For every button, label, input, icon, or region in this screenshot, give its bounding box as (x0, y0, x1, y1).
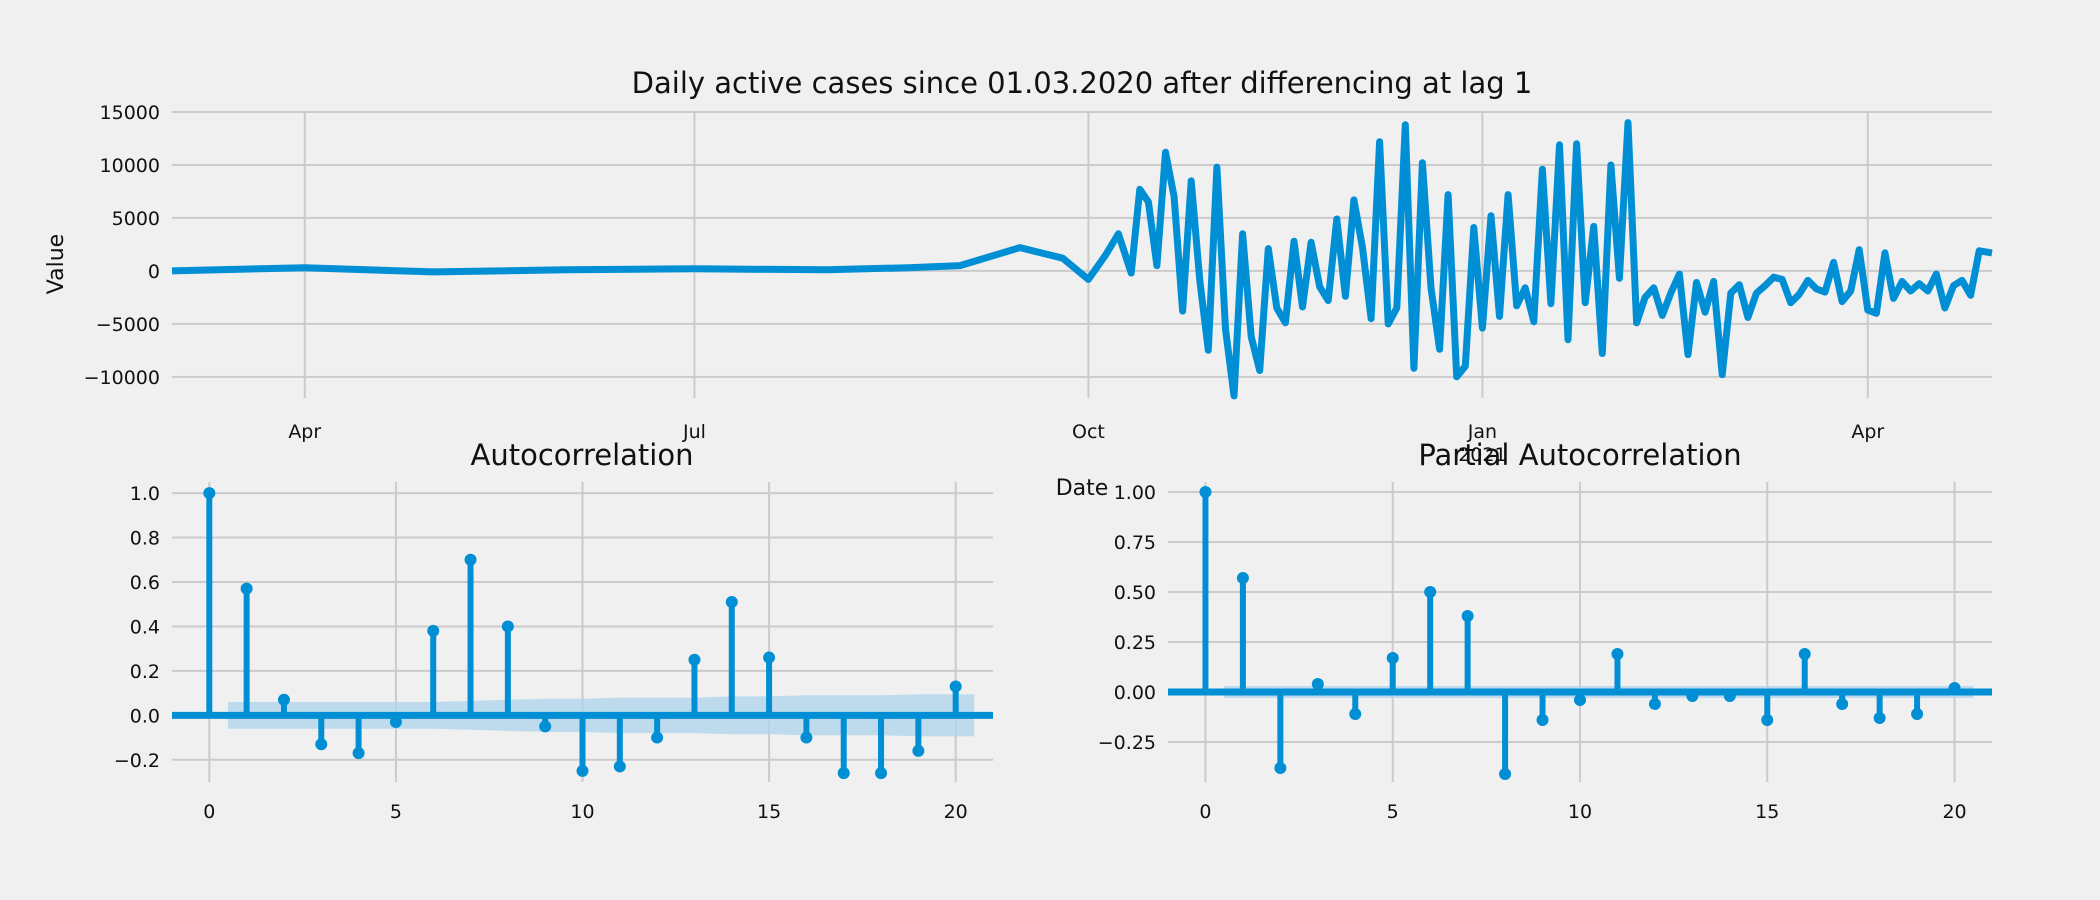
pacf-stems (1168, 486, 1992, 780)
timeseries-ylabel: Value (44, 234, 69, 294)
acf-ytick-label: 0.6 (130, 572, 160, 594)
pacf-marker (1199, 486, 1212, 498)
acf-marker (277, 693, 290, 706)
timeseries-line (171, 119, 1993, 400)
timeseries-axes: 15000 10000 5000 0 −5000 −10000 Apr Jul Oct Jan20… (44, 66, 1993, 501)
acf-ytick-label: 0.8 (130, 528, 160, 550)
pacf-ytick-label: 1.00 (1114, 482, 1156, 504)
acf-marker (651, 731, 664, 744)
acf-xtick-label: 10 (570, 801, 594, 823)
pacf-xtick-label: 15 (1755, 801, 1779, 823)
pacf-marker (1836, 698, 1849, 710)
pacf-marker (1499, 768, 1512, 780)
pacf-xtick-label: 20 (1942, 801, 1966, 823)
acf-marker (837, 767, 850, 780)
timeseries-ytick-label: 0 (148, 261, 160, 283)
acf-ytick-label: 0.4 (130, 616, 160, 638)
timeseries-xlabel: Date (1056, 476, 1109, 501)
timeseries-ytick-label: 15000 (100, 102, 160, 124)
pacf-marker (1611, 648, 1624, 660)
pacf-title: Partial Autocorrelation (1418, 438, 1741, 472)
acf-stems (172, 487, 993, 780)
acf-marker (427, 624, 440, 637)
pacf-axes: 1.00 0.75 0.50 0.25 0.00 −0.25 0 5 10 15 20 Partia… (1098, 438, 1992, 823)
acf-ytick-label: 0.2 (130, 661, 160, 683)
timeseries-xtick-label: Oct (1072, 421, 1105, 443)
acf-axes: 1.0 0.8 0.6 0.4 0.2 0.0 −0.2 0 5 10 15 20 Autocorre… (114, 438, 993, 823)
pacf-marker (1236, 572, 1249, 584)
timeseries-xtick-label: Apr (1851, 421, 1884, 443)
acf-ytick-label: 1.0 (130, 483, 160, 505)
pacf-ytick-label: 0.00 (1114, 682, 1156, 704)
acf-xtick-label: 5 (390, 801, 402, 823)
pacf-marker (1349, 708, 1362, 720)
acf-marker (539, 720, 552, 733)
acf-ytick-label: −0.2 (114, 750, 160, 772)
pacf-marker (1648, 698, 1661, 710)
acf-marker (763, 651, 776, 664)
pacf-marker (1686, 690, 1699, 702)
timeseries-ytick-label: −5000 (96, 314, 160, 336)
timeseries-title: Daily active cases since 01.03.2020 afte… (632, 66, 1533, 100)
acf-ticks: 1.0 0.8 0.6 0.4 0.2 0.0 −0.2 0 5 10 15 20 (114, 483, 968, 823)
acf-marker (800, 731, 813, 744)
acf-ytick-label: 0.0 (130, 705, 160, 727)
timeseries-xtick-label: Jan (1467, 421, 1497, 443)
acf-marker (875, 767, 888, 780)
acf-marker (315, 738, 328, 751)
acf-marker (203, 487, 216, 500)
pacf-ticks: 1.00 0.75 0.50 0.25 0.00 −0.25 0 5 10 15 20 (1098, 482, 1967, 823)
pacf-marker (1798, 648, 1811, 660)
pacf-marker (1948, 682, 1961, 694)
pacf-xtick-label: 10 (1568, 801, 1592, 823)
pacf-marker (1873, 712, 1886, 724)
acf-marker (501, 620, 514, 633)
timeseries-line-group (171, 119, 1993, 400)
pacf-marker (1386, 652, 1399, 664)
pacf-ytick-label: −0.25 (1098, 732, 1156, 754)
pacf-marker (1424, 586, 1437, 598)
timeseries-xtick-sublabel: 2021 (1458, 444, 1506, 466)
acf-title: Autocorrelation (471, 438, 694, 472)
timeseries-ytick-label: 5000 (112, 208, 160, 230)
timeseries-xtick-label: Apr (288, 421, 321, 443)
pacf-marker (1574, 694, 1586, 706)
pacf-marker (1536, 714, 1549, 726)
pacf-marker (1274, 762, 1287, 774)
timeseries-ytick-label: 10000 (100, 155, 160, 177)
acf-marker (613, 760, 626, 773)
pacf-marker (1911, 708, 1924, 720)
pacf-marker (1761, 714, 1774, 726)
acf-marker (725, 596, 738, 608)
acf-marker (912, 744, 925, 757)
pacf-ytick-label: 0.75 (1114, 532, 1156, 554)
pacf-xtick-label: 0 (1199, 801, 1211, 823)
acf-xtick-label: 20 (944, 801, 968, 823)
acf-marker (240, 582, 253, 595)
timeseries-ytick-label: −10000 (84, 367, 160, 389)
pacf-marker (1311, 678, 1324, 690)
pacf-marker (1461, 610, 1474, 622)
acf-marker (688, 653, 701, 666)
acf-marker (464, 553, 477, 566)
pacf-xtick-label: 5 (1387, 801, 1399, 823)
acf-xtick-label: 15 (757, 801, 781, 823)
timeseries-ticks: 15000 10000 5000 0 −5000 −10000 Apr Jul Oct Jan20… (84, 102, 1885, 466)
acf-xtick-label: 0 (203, 801, 215, 823)
acf-marker (352, 747, 365, 760)
acf-marker (389, 716, 402, 728)
pacf-ytick-label: 0.25 (1114, 632, 1156, 654)
pacf-ytick-label: 0.50 (1114, 582, 1156, 604)
pacf-marker (1723, 690, 1736, 702)
acf-marker (949, 680, 962, 693)
timeseries-xtick-label: Jul (682, 421, 706, 443)
acf-marker (576, 764, 589, 777)
